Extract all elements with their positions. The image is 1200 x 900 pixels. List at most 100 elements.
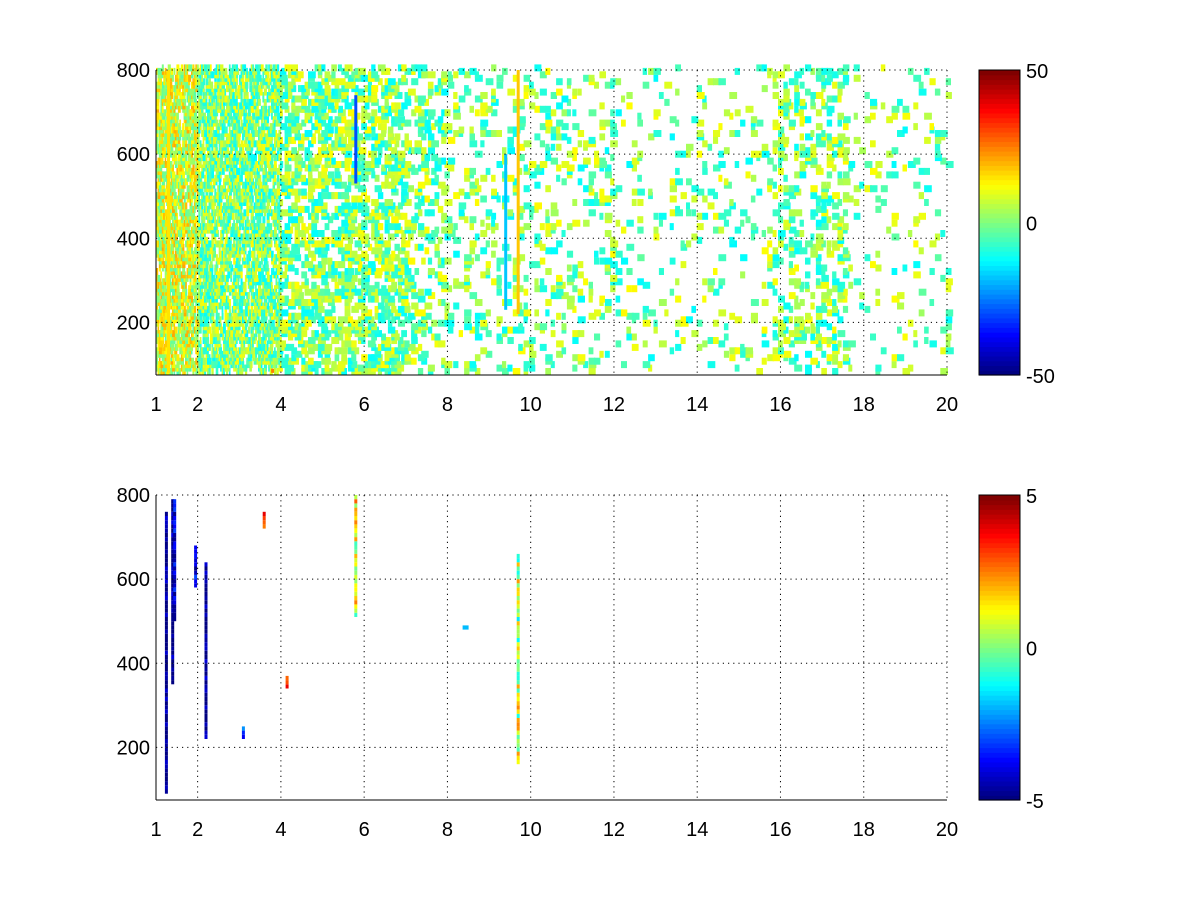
heatmap-cell xyxy=(202,292,206,300)
heatmap-cell xyxy=(258,154,261,162)
heatmap-cell xyxy=(588,171,597,179)
heatmap-cell xyxy=(161,278,165,286)
heatmap-cell xyxy=(258,333,261,341)
heatmap-cell xyxy=(799,247,808,255)
heatmap-cell xyxy=(220,268,223,275)
heatmap-cell xyxy=(427,257,433,265)
heatmap-cell xyxy=(351,195,356,203)
heatmap-cell xyxy=(529,171,537,179)
heatmap-cell xyxy=(321,357,328,365)
heatmap-cell xyxy=(417,230,426,237)
heatmap-cell xyxy=(201,223,204,231)
heatmap-cell xyxy=(215,368,219,375)
heatmap-cell xyxy=(783,219,791,227)
heatmap-cell xyxy=(176,361,180,369)
heatmap-cell xyxy=(327,257,333,265)
heatmap-cell xyxy=(301,223,306,231)
heatmap-cell xyxy=(534,233,541,241)
heatmap-cell xyxy=(767,261,774,269)
heatmap-cell xyxy=(191,226,194,234)
heatmap-cell xyxy=(815,305,824,313)
heatmap-cell xyxy=(301,261,307,269)
heatmap-cell xyxy=(772,247,779,255)
heatmap-cell xyxy=(344,340,353,348)
heatmap-cell xyxy=(160,368,162,375)
heatmap-cell xyxy=(783,174,788,182)
heatmap-cell xyxy=(696,319,703,327)
heatmap-cell xyxy=(577,354,586,362)
heatmap-cell xyxy=(274,174,277,182)
heatmap-cell xyxy=(902,333,908,341)
heatmap-cell xyxy=(794,326,800,334)
heatmap-cell xyxy=(164,264,167,272)
heatmap-cell xyxy=(778,167,784,175)
heatmap-cell xyxy=(788,305,794,313)
heatmap-cell xyxy=(702,195,708,203)
heatmap-cell xyxy=(815,254,822,262)
heatmap-cell xyxy=(404,299,409,306)
heatmap-cell xyxy=(444,302,450,310)
heatmap-cell xyxy=(848,281,854,289)
heatmap-cell xyxy=(599,247,606,255)
heatmap-cell xyxy=(212,226,215,234)
heatmap-cell xyxy=(480,230,488,237)
heatmap-cell xyxy=(518,309,525,317)
heatmap-cell xyxy=(262,243,264,251)
heatmap-cell xyxy=(205,271,209,279)
heatmap-cell xyxy=(577,178,583,186)
heatmap-cell xyxy=(566,302,575,310)
heatmap-cell xyxy=(291,188,299,196)
heatmap-cell xyxy=(212,243,216,251)
heatmap-cell xyxy=(259,250,262,258)
heatmap-cell xyxy=(945,316,953,324)
heatmap-cell xyxy=(344,185,352,193)
heatmap-cell xyxy=(180,354,184,362)
heatmap-cell xyxy=(156,181,159,189)
heatmap-cell xyxy=(228,243,232,251)
heatmap-cell xyxy=(182,268,186,275)
heatmap-cell xyxy=(653,233,660,241)
heatmap-cell xyxy=(259,288,262,296)
heatmap-cell xyxy=(262,274,266,282)
heatmap-cell xyxy=(604,230,612,237)
heatmap-cell xyxy=(772,316,778,324)
heatmap-cell xyxy=(545,268,552,275)
heatmap-cell xyxy=(534,181,541,189)
heatmap-cell xyxy=(832,354,839,362)
heatmap-cell xyxy=(604,257,613,265)
heatmap-cell xyxy=(244,164,248,172)
heatmap-cell xyxy=(631,312,640,320)
heatmap-cell xyxy=(177,268,180,275)
heatmap-cell xyxy=(172,164,174,172)
heatmap-cell xyxy=(252,167,254,175)
heatmap-cell xyxy=(610,236,616,244)
heatmap-cell xyxy=(225,285,229,293)
heatmap-cell xyxy=(308,299,315,306)
heatmap-cell xyxy=(875,264,882,272)
heatmap-cell xyxy=(631,188,638,196)
heatmap-cell xyxy=(337,226,345,234)
heatmap-cell xyxy=(480,347,488,355)
heatmap-cell xyxy=(281,326,288,334)
heatmap-cell xyxy=(249,309,251,317)
heatmap-cell xyxy=(594,150,599,158)
heatmap-cell xyxy=(224,274,227,282)
heatmap-cell xyxy=(156,347,158,355)
heatmap-cell xyxy=(837,330,846,338)
heatmap-cell xyxy=(566,264,572,272)
heatmap-cell xyxy=(648,188,653,196)
heatmap-cell xyxy=(534,164,542,172)
heatmap-cell xyxy=(250,250,254,258)
heatmap-cell xyxy=(227,354,230,362)
heatmap-cell xyxy=(288,178,293,186)
heatmap-cell xyxy=(314,154,323,162)
heatmap-cell xyxy=(588,178,594,186)
heatmap-cell xyxy=(794,185,800,193)
heatmap-cell xyxy=(837,178,844,186)
heatmap-cell xyxy=(696,212,703,220)
heatmap-cell xyxy=(621,226,627,234)
heatmap-cell xyxy=(794,264,799,272)
heatmap-cell xyxy=(550,247,559,255)
heatmap-cell xyxy=(298,240,306,248)
heatmap-cell xyxy=(810,192,818,200)
